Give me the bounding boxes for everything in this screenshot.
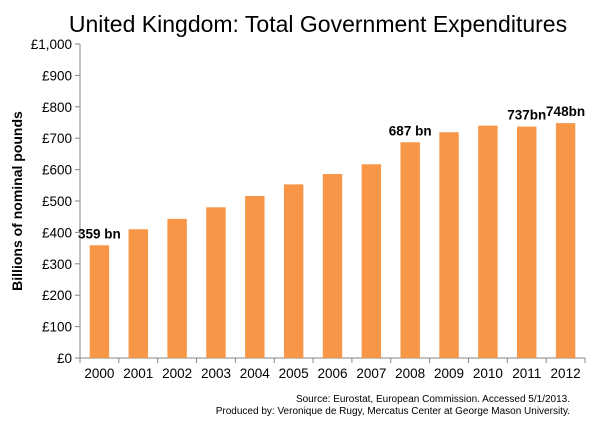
source-line-1: Source: Eurostat, European Commission. A… (296, 394, 570, 405)
y-tick-label: £100 (42, 320, 72, 335)
y-axis-label: Billions of nominal pounds (9, 111, 25, 291)
x-tick-label: 2002 (162, 366, 192, 381)
data-label-2012: 748bn (546, 104, 585, 119)
bar-2003 (206, 207, 226, 358)
y-tick-label: £0 (57, 351, 72, 366)
bar-2004 (245, 195, 265, 358)
y-tick-label: £300 (42, 257, 72, 272)
bar-2002 (167, 218, 187, 358)
bar-series (89, 123, 576, 359)
x-tick-label: 2000 (84, 366, 114, 381)
bar-2005 (283, 184, 304, 358)
bar-2009 (439, 132, 459, 358)
x-tick-label: 2004 (240, 366, 271, 381)
data-labels: 359 bn 687 bn 737bn 748bn (78, 104, 585, 241)
x-tick-label: 2005 (279, 366, 309, 381)
data-label-2008: 687 bn (389, 123, 432, 138)
x-tick-label: 2008 (395, 366, 425, 381)
y-tick-label: £700 (42, 131, 72, 146)
x-tick-label: 2001 (123, 366, 153, 381)
bar-2001 (128, 229, 148, 358)
bar-2010 (478, 125, 498, 358)
source-line-2: Produced by: Veronique de Rugy, Mercatus… (216, 406, 570, 417)
bar-2006 (322, 173, 343, 358)
x-tick-label: 2009 (434, 366, 464, 381)
bar-2007 (361, 164, 382, 358)
x-tick-label: 2007 (356, 366, 386, 381)
x-tick-label: 2006 (317, 366, 347, 381)
y-tick-label: £500 (42, 194, 72, 209)
data-label-2000: 359 bn (78, 226, 121, 241)
y-tick-label: £800 (42, 100, 72, 115)
x-tick-label: 2011 (512, 366, 541, 381)
bar-2011 (517, 126, 537, 358)
y-tick-label: £900 (42, 68, 72, 83)
y-tick-label: £1,000 (31, 37, 72, 52)
y-axis: £0 £100 £200 £300 £400 £500 £600 £700 £800 £900 £1… (31, 37, 81, 366)
x-tick-label: 2010 (473, 366, 503, 381)
y-tick-label: £200 (42, 288, 72, 303)
y-tick-label: £400 (42, 225, 72, 240)
y-tick-label: £600 (42, 163, 72, 178)
bar-2012 (555, 123, 576, 359)
chart-title: United Kingdom: Total Government Expendi… (69, 11, 567, 37)
data-label-2011: 737bn (507, 108, 546, 123)
bar-2000 (89, 245, 110, 358)
bar-2008 (400, 142, 420, 358)
x-tick-label: 2012 (551, 366, 581, 381)
x-axis: 2000 2001 2002 2003 2004 2005 2006 2007 2008 2009… (79, 357, 586, 381)
x-tick-label: 2003 (201, 366, 231, 381)
